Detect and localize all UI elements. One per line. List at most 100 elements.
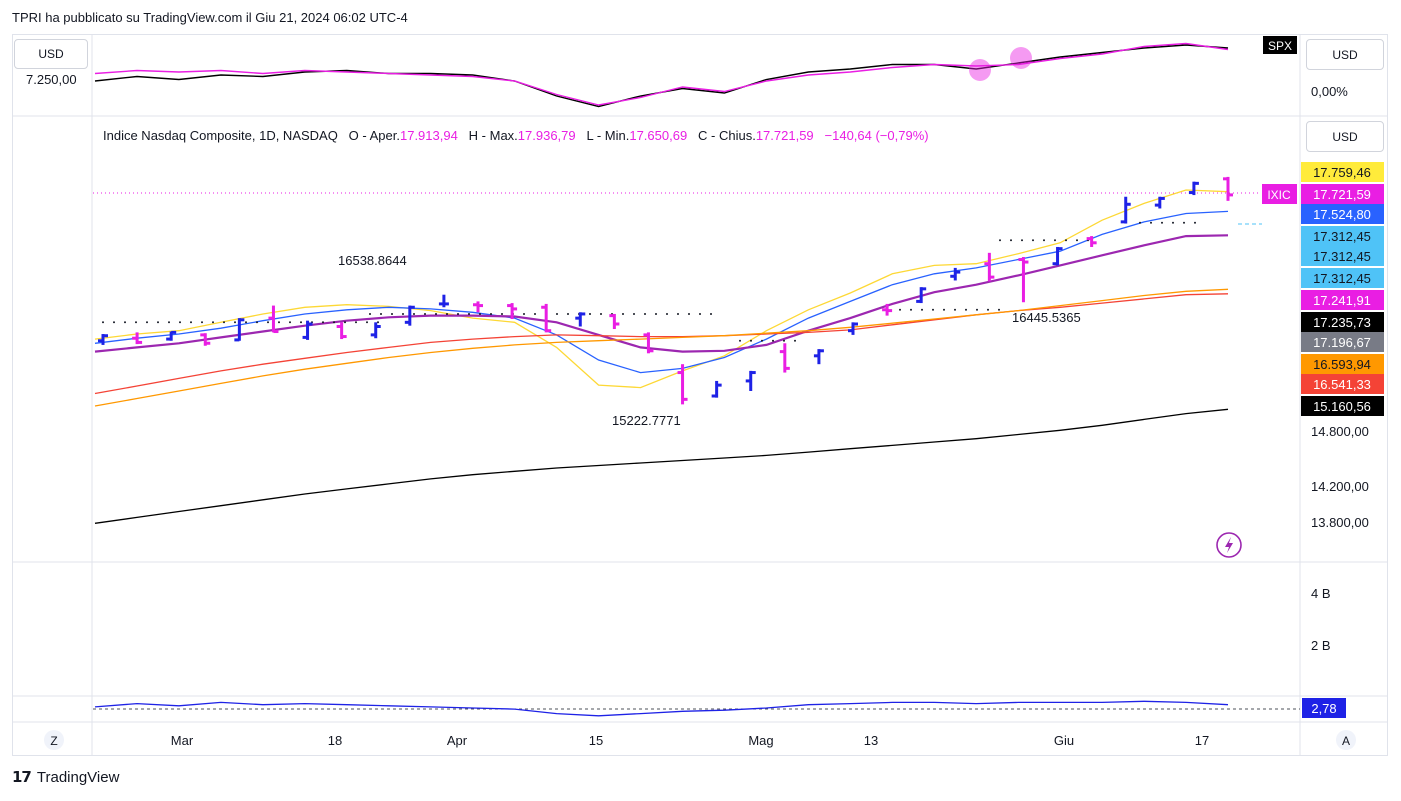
publish-caption: TPRI ha pubblicato su TradingView.com il… [12,10,408,25]
time-label: 17 [1195,733,1209,748]
pivot-dot [355,321,357,324]
pivot-dot [135,321,137,324]
flash-icon[interactable] [1216,532,1242,558]
pivot-dot [688,313,690,315]
pivot-dot [1065,239,1067,242]
price-scale-label: 17.241,91 [1301,290,1384,310]
pivot-dot [644,313,646,315]
a-button[interactable]: A [1336,730,1356,750]
pivot-dot [1194,221,1196,224]
pivot-dot [435,313,437,315]
svg-text:17.312,45: 17.312,45 [1313,249,1371,264]
ohlc-bar [438,294,449,308]
pivot-dot [366,321,368,324]
z-button[interactable]: Z [44,730,64,750]
pivot-dot [333,321,335,324]
compare-line-ixic [94,42,1229,106]
volume-tick: 2 B [1311,638,1331,653]
pivot-dot [523,313,525,315]
pivot-dot [666,313,668,315]
ohlc-bar [643,332,654,354]
legend-change-value: −140,64 (−0,79%) [824,128,929,143]
time-label: 15 [589,733,603,748]
ohlc-bar [166,330,177,341]
pivot-dot [479,313,481,315]
ohlc-bar [336,322,347,340]
time-label: Mar [171,733,194,748]
ohlc-bar [507,303,518,319]
pivot-dot [622,313,624,315]
pivot-dot [102,321,104,324]
pivot-dot [501,313,503,315]
pivot-dot [655,313,657,315]
pivot-dot [201,321,203,324]
pivot-dot [677,313,679,315]
price-tick: 13.800,00 [1311,515,1369,530]
pivot-dot [772,339,774,342]
ma-line-ma5 [94,189,1229,389]
price-scale-label: 17.524,80 [1301,204,1384,224]
top-left-currency-button[interactable]: USD [14,39,88,69]
ohlc-bar [268,305,279,334]
time-axis: Mar 18 Apr 15 Mag 13 Giu 17 [171,733,1209,748]
ixic-tag: IXIC [1267,188,1291,202]
price-scale-label: 17.759,46 [1301,162,1384,182]
svg-text:17.721,59: 17.721,59 [1313,187,1371,202]
osc-value: 2,78 [1311,701,1336,716]
ohlc-bar [575,312,586,327]
pivot-dot [124,321,126,324]
pivot-dot [377,321,379,324]
pivot-dot [223,321,225,324]
legend-open-value: 17.913,94 [399,128,458,143]
pivot-dot [289,321,291,324]
main-legend: Indice Nasdaq Composite, 1D, NASDAQ O - … [103,128,929,143]
pivot-dot [380,313,382,315]
pivot-dot [413,313,415,315]
spx-tag: SPX [1268,39,1292,53]
ohlc-bar [473,301,483,313]
volume-tick: 4 B [1311,586,1331,601]
top-left-scale-value: 7.250,00 [26,72,77,87]
pivot-dot [402,313,404,315]
pivot-dot [987,308,989,311]
annotation-pivot: 16445.5365 [1012,310,1081,325]
ma-line-ma50 [94,293,1229,395]
ohlc-bar [779,343,790,373]
pivot-dot [391,313,393,315]
svg-text:17.312,45: 17.312,45 [1313,271,1371,286]
ohlc-bar [848,322,858,335]
legend-open-label: O - Aper. [348,128,400,143]
ohlc-bar [677,364,688,405]
z-button-label: Z [50,734,57,748]
highlight-marker [969,59,991,81]
pivot-dot [556,313,558,315]
pivot-dot [113,321,115,324]
main-currency-button[interactable]: USD [1306,121,1384,152]
pivot-dot [146,321,148,324]
comparison-lines [94,42,1229,108]
ohlc-bar [950,267,961,281]
pivot-dot [1032,239,1034,242]
pivot-dot [256,321,258,324]
annotation-low: 15222.7771 [612,413,681,428]
legend-close-value: 17.721,59 [755,128,814,143]
footer-brand: 𝟭𝟳 TradingView [12,768,119,787]
price-scale-label: 16.541,33 [1301,374,1384,394]
top-right-currency-button[interactable]: USD [1306,39,1384,70]
pivot-dot [344,321,346,324]
pivot-dot [1161,221,1163,224]
time-label: Mag [748,733,773,748]
price-scale-label: 16.593,94 [1301,354,1384,374]
ohlc-bar [541,303,552,333]
ohlc-bar [916,287,927,304]
legend-high-value: 17.936,79 [517,128,576,143]
ohlc-bar [813,349,824,365]
price-scale-label: 17.312,45 [1301,246,1384,266]
pivot-dot [369,313,371,315]
ohlc-bar [404,305,415,326]
price-scale-label: 17.235,73 [1301,312,1384,332]
ohlc-bar [132,332,143,345]
highlight-marker [1010,47,1032,69]
moving-averages [94,189,1229,524]
